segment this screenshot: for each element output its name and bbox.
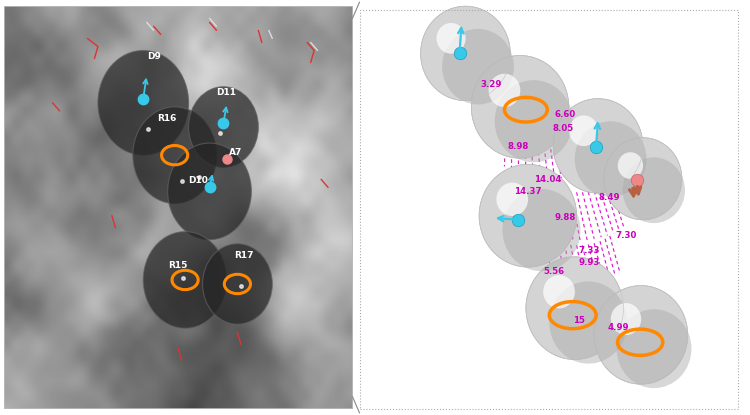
Text: 4.99: 4.99	[608, 323, 629, 332]
Text: 6.60: 6.60	[554, 110, 575, 119]
Ellipse shape	[610, 303, 641, 335]
Circle shape	[594, 286, 688, 384]
Circle shape	[526, 257, 623, 359]
Ellipse shape	[574, 121, 646, 197]
Text: D11: D11	[217, 88, 236, 97]
Ellipse shape	[436, 23, 466, 54]
Circle shape	[202, 244, 272, 324]
Ellipse shape	[442, 29, 514, 105]
Ellipse shape	[616, 309, 692, 388]
Text: D10: D10	[188, 176, 209, 186]
Text: R15: R15	[168, 261, 187, 270]
Ellipse shape	[622, 157, 685, 223]
Text: R16: R16	[158, 114, 176, 123]
Text: 3.29: 3.29	[480, 80, 502, 89]
Text: 8.98: 8.98	[508, 142, 529, 151]
Text: A7: A7	[229, 148, 242, 157]
Circle shape	[471, 56, 568, 158]
Circle shape	[421, 6, 510, 101]
Text: D9: D9	[147, 51, 160, 61]
Circle shape	[554, 99, 643, 193]
Text: 14.04: 14.04	[533, 175, 561, 184]
Text: 9.93: 9.93	[578, 258, 599, 267]
Text: 7.30: 7.30	[616, 231, 637, 240]
Text: 7.33: 7.33	[578, 246, 599, 255]
Ellipse shape	[569, 115, 598, 146]
Circle shape	[604, 138, 682, 220]
Circle shape	[143, 232, 227, 328]
Circle shape	[133, 107, 217, 203]
Text: R17: R17	[234, 251, 254, 260]
Circle shape	[188, 87, 258, 167]
Ellipse shape	[503, 189, 580, 271]
Circle shape	[98, 51, 188, 155]
Circle shape	[168, 143, 251, 240]
Ellipse shape	[496, 183, 528, 216]
Ellipse shape	[488, 74, 520, 107]
Ellipse shape	[618, 152, 643, 179]
Ellipse shape	[495, 80, 573, 162]
Text: 5.56: 5.56	[544, 267, 565, 276]
Ellipse shape	[543, 275, 575, 308]
Circle shape	[479, 164, 577, 267]
Text: 14.37: 14.37	[514, 187, 542, 195]
Text: 15: 15	[572, 315, 584, 325]
Text: 8.49: 8.49	[598, 193, 619, 202]
Text: 9.88: 9.88	[554, 213, 575, 222]
Ellipse shape	[549, 281, 627, 364]
Text: 8.05: 8.05	[553, 124, 574, 133]
